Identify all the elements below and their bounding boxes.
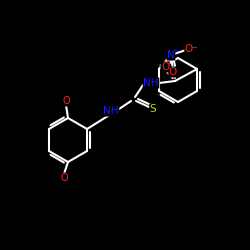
Text: O: O bbox=[60, 173, 68, 183]
Text: N: N bbox=[167, 50, 175, 60]
Text: NH: NH bbox=[143, 78, 159, 88]
Text: S: S bbox=[150, 104, 156, 114]
Text: O: O bbox=[185, 44, 193, 54]
Text: −: − bbox=[190, 44, 198, 52]
Text: +: + bbox=[172, 48, 178, 54]
Text: NH: NH bbox=[103, 106, 119, 116]
Text: O: O bbox=[169, 67, 177, 77]
Text: O: O bbox=[62, 96, 70, 106]
Text: O: O bbox=[161, 62, 169, 72]
